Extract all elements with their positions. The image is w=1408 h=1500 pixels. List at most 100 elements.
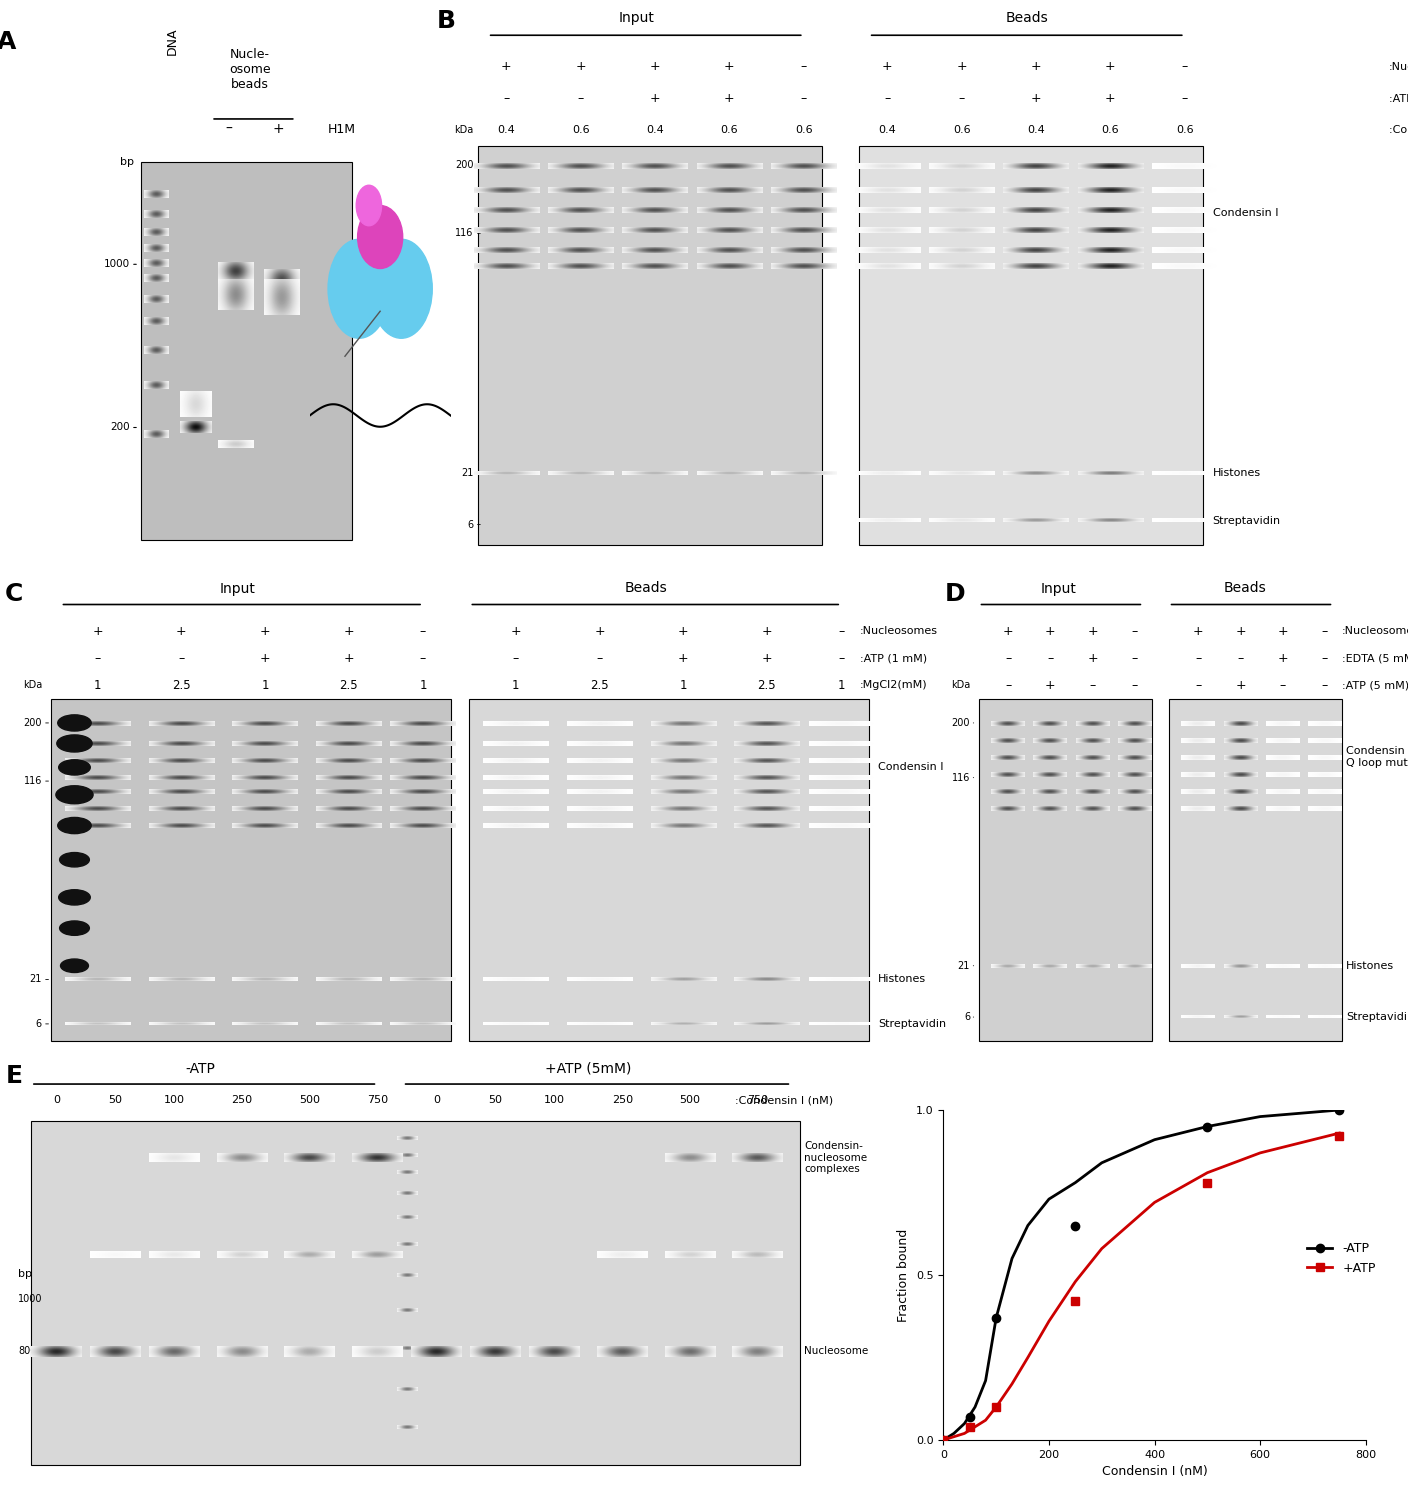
Text: 0.4: 0.4	[497, 124, 515, 135]
Circle shape	[59, 759, 90, 776]
Text: 750: 750	[366, 1095, 389, 1106]
Text: –: –	[801, 92, 807, 105]
Text: 6: 6	[964, 1013, 970, 1022]
Text: +ATP (5mM): +ATP (5mM)	[545, 1062, 632, 1076]
Text: –: –	[1322, 626, 1328, 638]
Text: Input: Input	[1041, 582, 1077, 596]
Text: 116: 116	[24, 776, 42, 786]
Text: :Nucleosomes: :Nucleosomes	[860, 627, 938, 636]
Text: 50: 50	[108, 1095, 122, 1106]
Text: 0.4: 0.4	[1026, 124, 1045, 135]
Text: :Nucleosomes: :Nucleosomes	[1342, 627, 1408, 636]
Text: 100: 100	[165, 1095, 184, 1106]
X-axis label: Condensin I (nM): Condensin I (nM)	[1101, 1466, 1208, 1479]
Text: +: +	[1002, 626, 1014, 638]
Text: :Condensin I (nM): :Condensin I (nM)	[735, 1095, 834, 1106]
Text: 6: 6	[35, 1019, 42, 1029]
Text: E: E	[6, 1064, 23, 1088]
Text: bp: bp	[18, 1269, 32, 1280]
Text: +: +	[1087, 626, 1098, 638]
Text: D: D	[945, 582, 966, 606]
Text: Histones: Histones	[879, 975, 926, 984]
Text: kDa: kDa	[455, 124, 473, 135]
Text: B: B	[436, 9, 456, 33]
Text: H1M: H1M	[328, 123, 355, 135]
Circle shape	[58, 818, 92, 834]
Text: 200: 200	[952, 718, 970, 728]
Text: A: A	[0, 30, 15, 54]
Text: +: +	[762, 652, 772, 664]
Text: 1: 1	[94, 680, 101, 692]
Text: 0: 0	[434, 1095, 439, 1106]
Text: +: +	[259, 652, 270, 664]
Text: Beads: Beads	[1005, 10, 1048, 26]
Text: +: +	[1235, 626, 1246, 638]
Text: 1000: 1000	[18, 1293, 42, 1304]
Text: +: +	[176, 626, 187, 638]
Text: -ATP: -ATP	[184, 1062, 215, 1076]
Circle shape	[56, 735, 92, 752]
Text: +: +	[762, 626, 772, 638]
Circle shape	[59, 852, 89, 867]
Text: –: –	[1132, 680, 1138, 692]
Legend: -ATP, +ATP: -ATP, +ATP	[1302, 1238, 1381, 1280]
Text: –: –	[1181, 60, 1188, 74]
Text: 1: 1	[420, 680, 427, 692]
Text: 21: 21	[30, 975, 42, 984]
Text: +: +	[272, 122, 284, 136]
Text: 1: 1	[680, 680, 687, 692]
Text: +: +	[1235, 680, 1246, 692]
Bar	[979, 699, 1152, 1041]
Text: Beads: Beads	[625, 582, 667, 596]
Text: 750: 750	[746, 1095, 769, 1106]
Text: +: +	[344, 652, 353, 664]
Text: DNA: DNA	[166, 27, 179, 56]
Text: +: +	[649, 60, 660, 74]
Circle shape	[59, 890, 90, 904]
Text: –: –	[179, 652, 184, 664]
Text: 0.6: 0.6	[721, 124, 738, 135]
Text: 250: 250	[231, 1095, 253, 1106]
Text: :EDTA (5 mM): :EDTA (5 mM)	[1342, 654, 1408, 663]
Text: 1: 1	[838, 680, 845, 692]
Text: 1000: 1000	[104, 260, 131, 270]
Text: 0: 0	[54, 1095, 59, 1106]
Circle shape	[328, 238, 390, 339]
Text: Condensin-
nucleosome
complexes: Condensin- nucleosome complexes	[804, 1142, 867, 1174]
Text: Beads: Beads	[1224, 582, 1266, 596]
Circle shape	[58, 716, 92, 730]
Text: 0.4: 0.4	[646, 124, 665, 135]
Text: :Condensin I (μM): :Condensin I (μM)	[1390, 124, 1408, 135]
Text: –: –	[1195, 680, 1201, 692]
Text: 200: 200	[24, 718, 42, 728]
Text: 800: 800	[18, 1347, 37, 1356]
Text: +: +	[501, 60, 511, 74]
Bar	[31, 1120, 800, 1464]
Bar	[141, 162, 352, 540]
Text: +: +	[1031, 60, 1042, 74]
Text: –: –	[597, 652, 603, 664]
Text: 116: 116	[952, 772, 970, 783]
Text: +: +	[677, 652, 689, 664]
Text: +: +	[1105, 60, 1115, 74]
Circle shape	[56, 786, 93, 804]
Text: 250: 250	[611, 1095, 634, 1106]
Text: –: –	[1280, 680, 1286, 692]
Text: –: –	[838, 626, 845, 638]
Text: –: –	[1048, 652, 1053, 664]
Text: Nucleosome: Nucleosome	[804, 1346, 869, 1356]
Text: 2.5: 2.5	[758, 680, 776, 692]
Circle shape	[59, 921, 89, 936]
Ellipse shape	[358, 206, 403, 268]
Text: +: +	[956, 60, 967, 74]
Text: –: –	[420, 626, 427, 638]
Text: –: –	[1005, 680, 1011, 692]
Text: –: –	[1322, 652, 1328, 664]
Text: 0.4: 0.4	[879, 124, 897, 135]
Text: Histones: Histones	[1212, 468, 1260, 477]
Text: +: +	[259, 626, 270, 638]
Text: 1: 1	[513, 680, 520, 692]
Text: –: –	[801, 60, 807, 74]
Text: 50: 50	[489, 1095, 503, 1106]
Circle shape	[370, 238, 432, 339]
